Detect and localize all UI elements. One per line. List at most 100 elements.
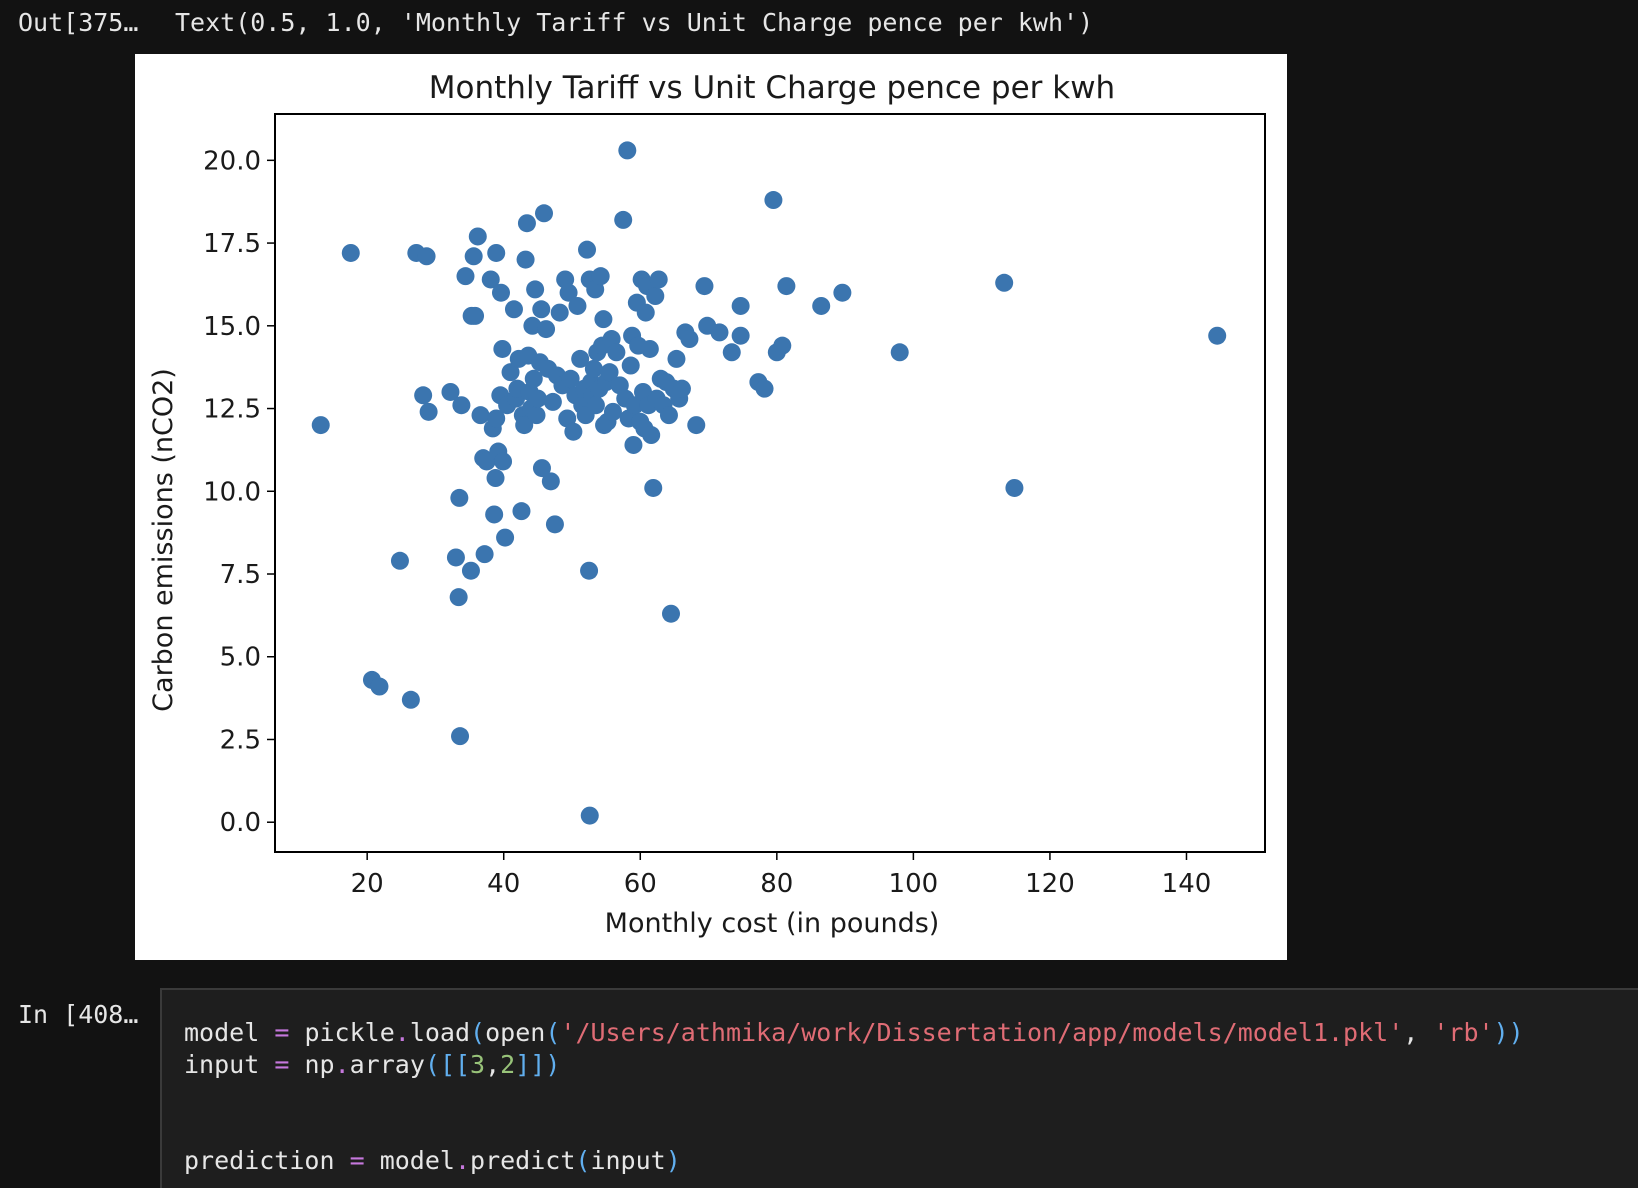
data-point xyxy=(471,406,490,425)
x-tick-label: 120 xyxy=(1025,869,1075,899)
data-point xyxy=(528,389,547,408)
data-point xyxy=(559,283,578,302)
data-point xyxy=(452,396,471,415)
data-point xyxy=(464,247,483,266)
y-tick-label: 2.5 xyxy=(220,725,261,755)
code-token: = xyxy=(274,1050,290,1079)
input-prompt: In [408… xyxy=(18,1000,139,1029)
data-point xyxy=(662,604,680,623)
data-point xyxy=(646,287,665,306)
data-point xyxy=(731,326,750,345)
code-token: ( xyxy=(545,1018,561,1047)
data-point xyxy=(541,472,560,491)
y-tick-label: 5.0 xyxy=(220,643,261,673)
data-point xyxy=(995,273,1014,292)
code-token: ( xyxy=(470,1018,486,1047)
data-point xyxy=(515,416,534,435)
data-point xyxy=(833,283,852,302)
data-point xyxy=(773,336,792,355)
code-token: = xyxy=(274,1018,290,1047)
y-tick-label: 12.5 xyxy=(203,395,261,425)
data-point xyxy=(461,561,480,580)
code-token: '/Users/athmika/work/Dissertation/app/mo… xyxy=(560,1018,1404,1047)
data-point xyxy=(812,296,831,315)
data-point xyxy=(672,379,691,398)
data-point xyxy=(618,141,637,160)
data-point xyxy=(481,270,500,289)
data-point xyxy=(614,210,633,229)
data-point xyxy=(568,296,587,315)
data-point xyxy=(501,363,520,382)
code-token: pickle xyxy=(304,1018,395,1047)
output-text: Text(0.5, 1.0, 'Monthly Tariff vs Unit C… xyxy=(175,8,1094,37)
data-point xyxy=(624,435,643,454)
data-point xyxy=(1208,326,1227,345)
data-point xyxy=(642,426,661,445)
x-tick-label: 60 xyxy=(624,869,657,899)
data-point xyxy=(710,323,729,342)
data-point xyxy=(496,528,515,547)
data-point xyxy=(640,339,659,358)
data-point xyxy=(600,363,619,382)
code-token: array xyxy=(349,1050,425,1079)
data-point xyxy=(636,303,655,322)
code-token: ) xyxy=(665,1146,681,1175)
code-token: open xyxy=(485,1018,546,1047)
code-token: input xyxy=(184,1050,260,1079)
data-point xyxy=(450,488,469,507)
data-point xyxy=(516,250,535,269)
axes: 20 40 60 80 100 120 140 0.0 2.5 5.0 7.5 10.0 12.5 15.… xyxy=(203,113,1266,899)
data-point xyxy=(468,227,487,246)
data-point xyxy=(722,343,741,362)
data-point xyxy=(441,382,460,401)
code-token: . xyxy=(394,1018,410,1047)
data-point xyxy=(341,243,360,262)
data-point xyxy=(446,548,465,567)
data-point xyxy=(486,469,505,488)
data-point xyxy=(625,396,644,415)
code-line-3[interactable]: prediction = model.predict(input) xyxy=(184,1146,681,1175)
code-token: ]]) xyxy=(515,1050,561,1079)
data-point xyxy=(644,478,663,497)
data-point xyxy=(535,204,554,223)
y-tick-label: 20.0 xyxy=(203,146,261,176)
plot-output: Monthly Tariff vs Unit Charge pence per … xyxy=(135,54,1287,960)
data-point xyxy=(890,343,909,362)
data-point xyxy=(512,502,531,521)
data-point xyxy=(532,459,551,478)
data-point xyxy=(493,339,512,358)
data-point xyxy=(537,320,556,339)
code-token: )) xyxy=(1493,1018,1524,1047)
data-point xyxy=(390,551,409,570)
code-line-1[interactable]: model = pickle.load(open('/Users/athmika… xyxy=(184,1018,1524,1047)
code-token: = xyxy=(349,1146,365,1175)
data-point xyxy=(580,561,599,580)
data-point xyxy=(731,296,750,315)
data-point xyxy=(564,422,583,441)
data-point xyxy=(607,343,626,362)
data-point xyxy=(526,280,545,299)
data-point xyxy=(475,545,494,564)
code-line-2[interactable]: input = np.array([[3,2]]) xyxy=(184,1050,560,1079)
code-token: np xyxy=(304,1050,335,1079)
code-token: ( xyxy=(575,1146,591,1175)
data-point xyxy=(532,300,551,319)
data-point xyxy=(466,306,485,325)
y-axis-label: Carbon emissions (nCO2) xyxy=(148,368,179,712)
data-point xyxy=(524,369,543,388)
data-point xyxy=(517,214,536,233)
data-point xyxy=(401,690,420,709)
y-tick-label: 10.0 xyxy=(203,477,261,507)
data-point xyxy=(695,277,714,296)
x-tick-label: 140 xyxy=(1162,869,1212,899)
x-tick-label: 40 xyxy=(487,869,520,899)
y-tick-label: 0.0 xyxy=(220,808,261,838)
plot-frame-border xyxy=(274,113,1266,853)
chart-title: Monthly Tariff vs Unit Charge pence per … xyxy=(429,70,1115,106)
code-editor[interactable]: model = pickle.load(open('/Users/athmika… xyxy=(160,988,1638,1188)
data-point xyxy=(586,396,605,415)
x-tick-label: 100 xyxy=(889,869,939,899)
scatter-chart: Monthly Tariff vs Unit Charge pence per … xyxy=(148,70,1266,939)
data-point xyxy=(578,240,597,259)
y-tick-label: 15.0 xyxy=(203,312,261,342)
